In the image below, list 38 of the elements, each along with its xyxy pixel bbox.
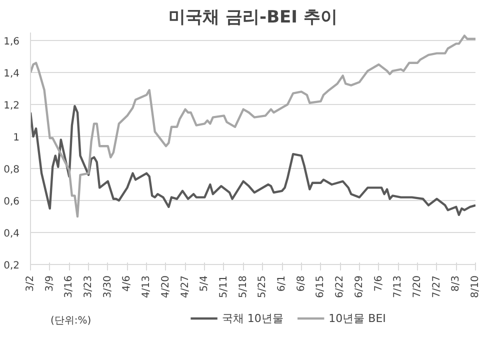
x-tick-label: 7/27 bbox=[431, 275, 442, 298]
y-tick-label: 1,2 bbox=[4, 100, 20, 112]
x-tick-label: 4/27 bbox=[180, 275, 191, 298]
legend-label: 10년물 BEI bbox=[328, 312, 386, 325]
line-series bbox=[30, 105, 476, 216]
x-tick-label: 3/9 bbox=[44, 276, 56, 292]
x-tick-label: 8/3 bbox=[450, 276, 462, 292]
x-tick-label: 5/11 bbox=[218, 275, 230, 298]
x-tick-label: 6/22 bbox=[334, 275, 346, 298]
x-tick-label: 5/18 bbox=[238, 275, 249, 298]
x-tick-label: 6/29 bbox=[354, 275, 365, 298]
x-tick-label: 7/13 bbox=[392, 275, 404, 298]
x-tick-label: 7/6 bbox=[373, 276, 384, 292]
x-tick-label: 3/2 bbox=[25, 276, 36, 292]
chart-title: 미국채 금리-BEI 추이 bbox=[168, 8, 338, 28]
x-tick-label: 5/25 bbox=[257, 275, 268, 298]
y-tick-label: 0,4 bbox=[4, 228, 20, 240]
x-tick-label: 3/30 bbox=[102, 275, 114, 298]
x-tick-label: 4/6 bbox=[122, 276, 133, 292]
x-tick-label: 8/10 bbox=[470, 275, 481, 298]
x-tick-label: 6/8 bbox=[296, 276, 307, 292]
x-tick-label: 5/4 bbox=[199, 276, 210, 292]
y-tick-label: 1,4 bbox=[4, 68, 20, 80]
y-tick-label: 0,6 bbox=[4, 196, 20, 208]
y-tick-label: 0,8 bbox=[4, 164, 20, 176]
line-series bbox=[30, 34, 476, 218]
x-tick-label: 6/1 bbox=[276, 276, 288, 292]
y-tick-label: 1,6 bbox=[4, 36, 20, 48]
text: (단위:%) bbox=[50, 316, 92, 326]
x-tick-label: 7/20 bbox=[412, 275, 423, 298]
x-tick-label: 3/16 bbox=[64, 275, 75, 298]
x-tick-label: 6/15 bbox=[315, 275, 326, 298]
x-tick-label: 4/20 bbox=[160, 275, 172, 298]
y-tick-label: 1 bbox=[13, 132, 20, 144]
legend-label: 국채 10년물 bbox=[222, 312, 284, 325]
x-tick-label: 4/13 bbox=[141, 275, 152, 298]
x-tick-label: 3/23 bbox=[83, 275, 94, 298]
y-tick-label: 0,2 bbox=[4, 260, 20, 272]
